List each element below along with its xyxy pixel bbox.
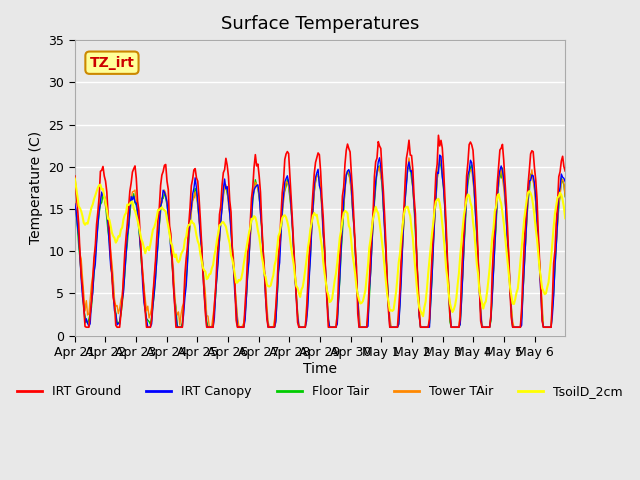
Tower TAir xyxy=(71,199,79,205)
TsoilD_2cm xyxy=(323,288,331,294)
Floor Tair xyxy=(561,194,569,200)
IRT Ground xyxy=(71,173,79,179)
IRT Canopy xyxy=(436,152,444,158)
TsoilD_2cm xyxy=(422,299,429,304)
X-axis label: Time: Time xyxy=(303,362,337,376)
IRT Ground xyxy=(435,132,442,138)
IRT Canopy xyxy=(71,201,79,206)
Text: TZ_irt: TZ_irt xyxy=(90,56,134,70)
Floor Tair xyxy=(436,159,444,165)
IRT Canopy xyxy=(103,208,111,214)
Line: Tower TAir: Tower TAir xyxy=(75,157,565,327)
Line: IRT Canopy: IRT Canopy xyxy=(75,155,565,327)
Line: Floor Tair: Floor Tair xyxy=(75,162,565,327)
Line: IRT Ground: IRT Ground xyxy=(75,135,565,327)
Line: TsoilD_2cm: TsoilD_2cm xyxy=(75,179,565,316)
Legend: IRT Ground, IRT Canopy, Floor Tair, Tower TAir, TsoilD_2cm: IRT Ground, IRT Canopy, Floor Tair, Towe… xyxy=(12,380,628,403)
IRT Canopy xyxy=(496,168,504,173)
TsoilD_2cm xyxy=(88,204,95,210)
IRT Canopy xyxy=(561,179,569,184)
TsoilD_2cm xyxy=(419,313,427,319)
IRT Canopy xyxy=(422,324,429,330)
Title: Surface Temperatures: Surface Temperatures xyxy=(221,15,419,33)
Floor Tair xyxy=(175,324,182,330)
IRT Ground xyxy=(324,324,332,330)
Floor Tair xyxy=(560,182,568,188)
Floor Tair xyxy=(103,216,111,222)
TsoilD_2cm xyxy=(495,191,502,197)
Floor Tair xyxy=(71,204,79,209)
IRT Canopy xyxy=(324,316,332,322)
Tower TAir xyxy=(496,171,504,177)
Tower TAir xyxy=(103,207,111,213)
IRT Canopy xyxy=(144,324,152,330)
IRT Ground xyxy=(496,147,504,153)
Floor Tair xyxy=(88,304,95,310)
Floor Tair xyxy=(324,318,332,324)
IRT Ground xyxy=(104,212,112,218)
IRT Canopy xyxy=(88,300,95,305)
Tower TAir xyxy=(324,313,332,319)
Floor Tair xyxy=(496,169,504,175)
TsoilD_2cm xyxy=(71,176,79,181)
Tower TAir xyxy=(207,324,214,330)
IRT Ground xyxy=(89,276,97,282)
TsoilD_2cm xyxy=(103,206,111,212)
Tower TAir xyxy=(561,193,569,199)
IRT Ground xyxy=(560,164,568,169)
TsoilD_2cm xyxy=(559,197,566,203)
TsoilD_2cm xyxy=(561,216,569,221)
Tower TAir xyxy=(436,155,444,160)
Tower TAir xyxy=(560,181,568,187)
IRT Ground xyxy=(561,168,569,174)
Floor Tair xyxy=(422,324,429,330)
Tower TAir xyxy=(88,281,95,287)
IRT Ground xyxy=(83,324,90,330)
IRT Ground xyxy=(422,324,429,330)
Tower TAir xyxy=(422,324,429,330)
Y-axis label: Temperature (C): Temperature (C) xyxy=(29,132,43,244)
IRT Canopy xyxy=(560,175,568,181)
